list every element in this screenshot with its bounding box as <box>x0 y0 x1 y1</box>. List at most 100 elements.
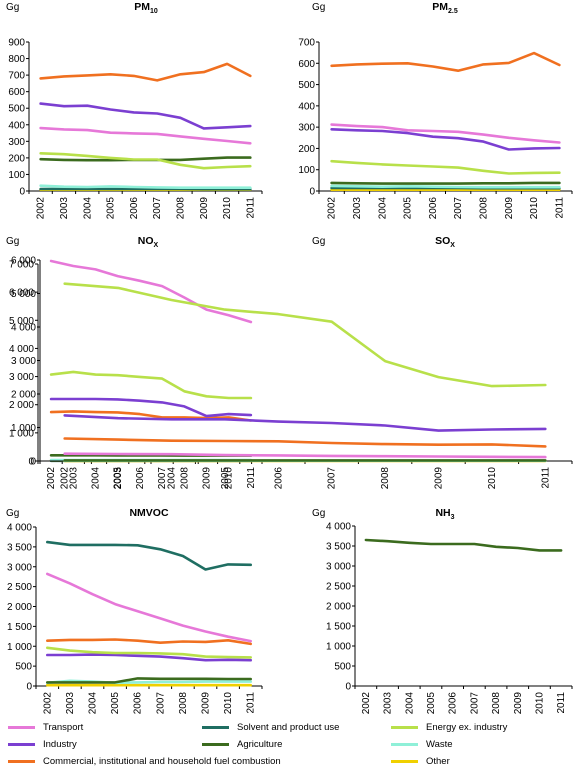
x-tick-label: 2003 <box>352 197 363 220</box>
y-tick-label: 400 <box>298 101 315 112</box>
x-tick-label: 2006 <box>448 692 459 715</box>
legend-swatch-energy <box>391 726 418 729</box>
y-tick-label: 6 000 <box>9 288 34 299</box>
legend-label-agriculture: Agriculture <box>237 737 282 752</box>
x-tick-label: 2002 <box>42 692 53 715</box>
y-tick-label: 3 500 <box>326 542 351 553</box>
legend-swatch-agriculture <box>202 743 229 746</box>
y-tick-label: 3 000 <box>11 356 36 367</box>
series-line-industry <box>51 399 251 416</box>
y-unit-label: Gg <box>312 236 325 247</box>
y-tick-label: 0 <box>309 187 315 198</box>
x-tick-label: 2011 <box>245 197 256 219</box>
chart-title: PM10 <box>134 1 158 15</box>
y-tick-label: 200 <box>8 153 25 164</box>
x-tick-label: 2002 <box>60 467 71 490</box>
y-tick-label: 1 500 <box>7 622 32 633</box>
y-tick-label: 0 <box>345 682 351 693</box>
x-tick-label: 2003 <box>65 692 76 715</box>
x-tick-label: 2011 <box>556 692 567 714</box>
y-tick-label: 7 000 <box>9 260 34 271</box>
x-tick-label: 2002 <box>361 692 372 715</box>
legend-label-energy: Energy ex. industry <box>426 720 507 735</box>
chart-title-main: NH <box>435 507 450 519</box>
y-tick-label: 2 000 <box>7 602 32 613</box>
x-tick-label: 2005 <box>220 467 231 490</box>
x-tick-label: 2006 <box>135 467 146 490</box>
x-tick-label: 2009 <box>201 692 212 715</box>
x-tick-label: 2005 <box>426 692 437 715</box>
x-tick-label: 2002 <box>36 197 47 220</box>
y-tick-label: 4 000 <box>326 522 351 533</box>
x-tick-label: 2008 <box>478 197 489 220</box>
y-tick-label: 2 500 <box>7 582 32 593</box>
x-tick-label: 2008 <box>380 467 391 490</box>
legend-swatch-other <box>391 760 418 763</box>
x-tick-label: 2003 <box>383 692 394 715</box>
legend-swatch-waste <box>391 743 418 746</box>
y-tick-label: 300 <box>8 137 25 148</box>
x-tick-label: 2008 <box>491 692 502 715</box>
x-tick-label: 2011 <box>540 467 551 489</box>
y-tick-label: 2 000 <box>9 400 34 411</box>
y-tick-label: 100 <box>298 165 315 176</box>
x-tick-label: 2011 <box>246 467 257 489</box>
x-tick-label: 2009 <box>513 692 524 715</box>
x-tick-label: 2010 <box>223 692 234 715</box>
x-tick-label: 2007 <box>152 197 163 220</box>
series-line-transport <box>41 128 251 143</box>
series-line-agriculture <box>366 540 561 550</box>
legend-label-other: Other <box>426 754 450 769</box>
x-tick-label: 2010 <box>487 467 498 490</box>
series-line-transport <box>51 261 251 322</box>
x-tick-label: 2007 <box>155 692 166 715</box>
y-tick-label: 700 <box>8 71 25 82</box>
y-tick-label: 600 <box>298 59 315 70</box>
series-line-commercial-institutional-and-household-fuel-combustion <box>47 640 250 644</box>
y-unit-label: Gg <box>6 2 19 13</box>
series-line-energy-ex-industry <box>332 161 560 173</box>
series-line-commercial-institutional-and-household-fuel-combustion <box>65 439 546 447</box>
legend-label-industry: Industry <box>43 737 77 752</box>
y-tick-label: 200 <box>298 144 315 155</box>
x-tick-label: 2009 <box>504 197 515 220</box>
y-tick-label: 4 000 <box>9 344 34 355</box>
y-tick-label: 100 <box>8 170 25 181</box>
chart-legend: Transport Solvent and product use Energy… <box>0 716 582 768</box>
series-line-waste <box>332 186 560 187</box>
chart-title: SOX <box>435 235 455 249</box>
series-line-commercial-institutional-and-household-fuel-combustion <box>41 64 251 81</box>
y-tick-label: 500 <box>334 662 351 673</box>
x-tick-label: 2010 <box>222 197 233 220</box>
y-tick-label: 500 <box>298 80 315 91</box>
y-tick-label: 3 000 <box>326 562 351 573</box>
y-tick-label: 700 <box>298 38 315 49</box>
x-tick-label: 2010 <box>534 692 545 715</box>
legend-label-waste: Waste <box>426 737 453 752</box>
y-tick-label: 2 500 <box>326 582 351 593</box>
series-line-waste <box>41 186 251 188</box>
x-tick-label: 2005 <box>106 197 117 220</box>
x-tick-label: 2004 <box>88 692 99 715</box>
y-tick-label: 1 000 <box>326 642 351 653</box>
y-tick-label: 0 <box>26 682 32 693</box>
series-line-industry <box>65 415 546 430</box>
x-tick-label: 2002 <box>46 467 57 490</box>
y-tick-label: 1 000 <box>7 642 32 653</box>
x-tick-label: 2003 <box>113 467 124 490</box>
x-tick-label: 2009 <box>199 197 210 220</box>
x-tick-label: 2006 <box>428 197 439 220</box>
y-tick-label: 1 500 <box>326 622 351 633</box>
legend-swatch-transport <box>8 726 35 729</box>
series-line-agriculture <box>332 183 560 184</box>
chart-title-main: SO <box>435 235 450 247</box>
x-tick-label: 2004 <box>377 197 388 220</box>
x-tick-label: 2007 <box>469 692 480 715</box>
y-unit-label: Gg <box>312 2 325 13</box>
x-tick-label: 2010 <box>529 197 540 220</box>
x-tick-label: 2008 <box>178 692 189 715</box>
